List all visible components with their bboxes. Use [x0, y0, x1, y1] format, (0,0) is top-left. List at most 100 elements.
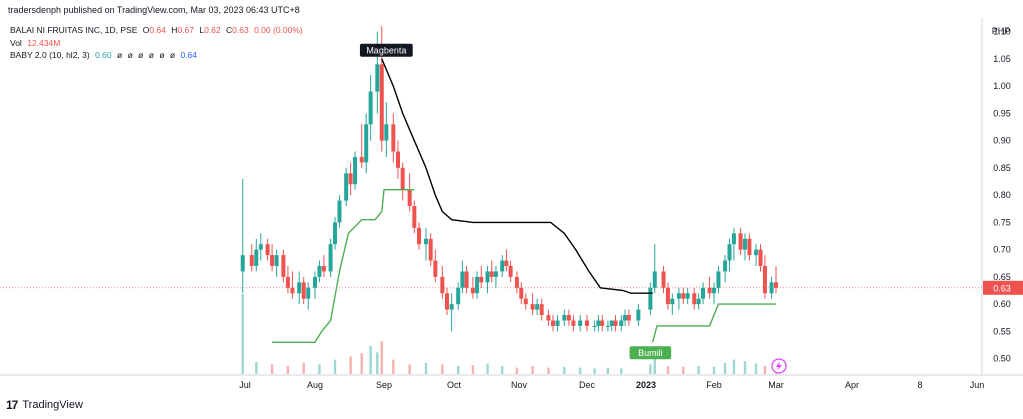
candle-body	[661, 271, 666, 288]
indicator-empty-1: ø	[117, 50, 123, 60]
y-tick-label: 0.85	[993, 163, 1011, 173]
x-tick-label: Jul	[239, 380, 251, 390]
black-trend-line	[381, 58, 653, 294]
indicator-value-2: 0.64	[180, 50, 198, 60]
candle-body	[504, 260, 509, 266]
candle-body	[353, 156, 358, 185]
candle-body	[489, 271, 494, 277]
tradingview-footer[interactable]: 17 TradingView	[6, 398, 83, 412]
volume-bar	[486, 363, 489, 374]
candle-body	[485, 271, 490, 283]
candle-body	[712, 287, 716, 294]
volume-bar	[531, 366, 534, 374]
candle-body	[508, 265, 513, 277]
x-tick-label: Feb	[706, 380, 722, 390]
candle-body	[424, 238, 428, 245]
ohlc-open: O0.64	[142, 25, 166, 35]
candle-body	[313, 276, 317, 288]
candle-body	[333, 222, 338, 245]
indicator-value: 0.60	[95, 50, 112, 60]
candle-body	[464, 271, 469, 288]
volume-bar	[318, 364, 321, 374]
candle-body	[626, 315, 631, 321]
volume-bar	[606, 367, 610, 374]
candle-body	[716, 271, 721, 288]
candle-body	[743, 238, 747, 250]
volume-bar	[255, 362, 258, 374]
volume-bar	[743, 361, 747, 374]
candle-body	[555, 320, 560, 326]
y-tick-label: 0.60	[993, 299, 1011, 309]
candle-body	[428, 238, 433, 261]
y-tick-label: 1.00	[993, 81, 1011, 91]
candle-body	[445, 293, 449, 310]
volume-bar	[620, 368, 623, 374]
candle-body	[344, 173, 349, 201]
annotation-text-2: Bumili	[638, 348, 663, 358]
candle-body	[301, 282, 306, 299]
candle-body	[551, 320, 555, 326]
symbol-name: BALAI NI FRUITAS INC, 1D, PSE	[10, 25, 138, 35]
candle-body	[723, 260, 728, 272]
candle-body	[368, 91, 373, 125]
volume-bar	[424, 362, 428, 374]
y-tick-label: 1.05	[993, 54, 1011, 64]
candle-body	[578, 320, 583, 326]
candle-body	[479, 276, 484, 283]
x-tick-label: Dec	[579, 380, 596, 390]
candle-body	[270, 255, 275, 266]
candle-body	[348, 173, 353, 185]
volume-bar	[763, 366, 767, 374]
volume-bar	[408, 364, 411, 374]
candle-body	[596, 320, 601, 326]
candle-body	[648, 287, 653, 310]
candle-body	[592, 325, 597, 327]
y-tick-label: 0.80	[993, 190, 1011, 200]
x-tick-label: Jun	[970, 380, 985, 390]
volume-bar	[515, 367, 519, 374]
candle-body	[321, 265, 326, 272]
candle-body	[685, 293, 690, 299]
candle-body	[493, 271, 498, 277]
candle-body	[375, 64, 380, 92]
chart-legend: BALAI NI FRUITAS INC, 1D, PSE O0.64 H0.6…	[10, 24, 306, 62]
candle-body	[359, 156, 364, 163]
currency-label: PHP	[992, 26, 1011, 36]
candle-body	[337, 200, 342, 223]
annotation-label-1	[359, 43, 413, 57]
candle-body	[747, 238, 752, 256]
candle-body	[433, 260, 438, 277]
candle-body	[609, 320, 614, 326]
candle-body	[731, 233, 736, 245]
volume-bar	[471, 365, 475, 374]
volume-bar	[682, 366, 685, 374]
candle-body	[701, 287, 706, 299]
y-tick-label: 1.10	[993, 27, 1011, 37]
candle-body	[676, 293, 681, 299]
x-tick-label: 8	[917, 380, 922, 390]
candle-body	[449, 304, 454, 310]
candle-body	[317, 265, 322, 277]
volume-bar	[697, 366, 700, 374]
candle-body	[571, 320, 576, 326]
volume-bar	[653, 358, 656, 374]
volume-bar	[649, 364, 652, 374]
last-price-label: 0.63	[993, 283, 1011, 293]
volume-bar	[501, 366, 504, 374]
y-tick-label: 0.55	[993, 326, 1011, 336]
volume-bar	[547, 367, 550, 374]
vol-label: Vol	[10, 37, 22, 48]
candle-body	[665, 287, 670, 305]
indicator-row: BABY 2.0 (10, hl2, 3) 0.60 ø ø ø ø ø ø 0…	[10, 49, 306, 62]
candle-body	[566, 315, 571, 321]
candle-body	[281, 255, 286, 277]
candle-body	[240, 255, 245, 272]
x-tick-label: Oct	[447, 380, 462, 390]
y-tick-label: 0.50	[993, 354, 1011, 364]
volume-bar	[360, 353, 363, 374]
candle-body	[258, 244, 263, 250]
candle-body	[758, 249, 763, 266]
indicator-empty-5: ø	[159, 50, 165, 60]
y-tick-label: 0.70	[993, 245, 1011, 255]
